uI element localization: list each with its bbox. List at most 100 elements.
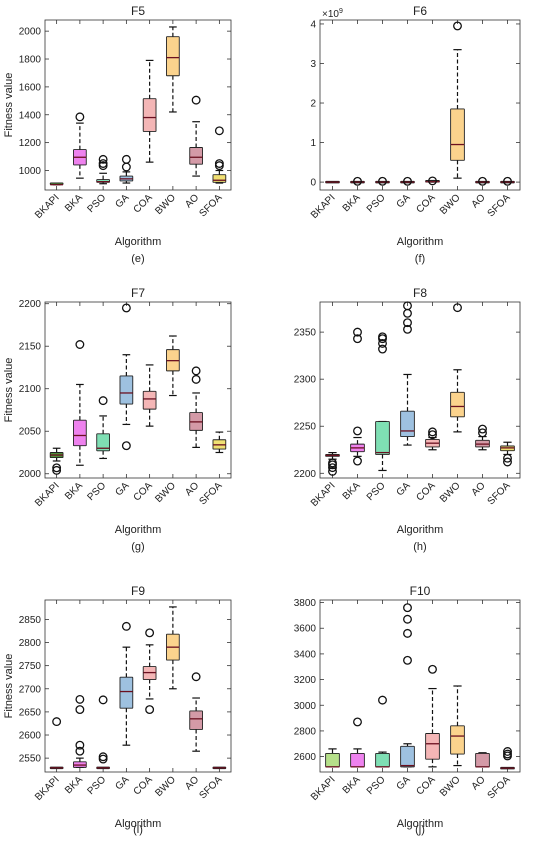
box-sfoa <box>500 747 515 770</box>
box-bkapi <box>325 748 340 768</box>
chart-title: F5 <box>131 4 145 18</box>
box-body <box>375 421 390 455</box>
panel-caption: (i) <box>133 824 143 836</box>
outlier-point <box>75 694 85 704</box>
x-tick-label: BWO <box>153 774 178 799</box>
x-tick-label: COA <box>415 774 438 797</box>
outlier-point <box>191 374 201 384</box>
outlier-point <box>378 176 387 186</box>
x-tick-label: SFOA <box>486 774 513 801</box>
y-exponent-label: ×109 <box>322 8 343 20</box>
y-tick-label: 1 <box>310 138 316 149</box>
box-coa <box>142 628 157 715</box>
outlier-point <box>98 752 108 762</box>
outlier-point <box>75 112 85 122</box>
x-tick-label: COA <box>132 480 155 503</box>
box-sfoa <box>500 441 515 467</box>
y-tick-label: 2850 <box>19 615 42 626</box>
box-body <box>142 390 157 410</box>
plot-frame <box>44 599 232 773</box>
y-tick-label: 2350 <box>294 328 317 339</box>
box-pso <box>375 695 390 768</box>
box-pso <box>375 332 390 472</box>
outlier-point <box>403 614 412 624</box>
outlier-point <box>121 154 131 164</box>
y-tick-label: 2150 <box>19 342 42 353</box>
outlier-point <box>52 463 62 473</box>
box-bka <box>73 112 87 179</box>
outlier-point <box>403 176 412 186</box>
box-bka <box>350 176 365 186</box>
box-sfoa <box>212 431 227 454</box>
outlier-point <box>403 301 412 311</box>
box-body <box>450 391 465 418</box>
x-tick-label: AO <box>183 774 201 792</box>
x-tick-label: BKAPI <box>33 480 62 509</box>
box-bwo <box>450 21 465 179</box>
box-bwo <box>166 26 180 113</box>
plot-frame <box>44 19 232 191</box>
x-tick-label: BWO <box>153 192 178 217</box>
y-tick-label: 0 <box>310 178 316 189</box>
chart-panel-f7: F7 2000 2050 2100 2150 2200 Fitness value BKAPI… <box>3 286 232 553</box>
box-body <box>325 752 340 768</box>
box-bwo <box>166 335 180 397</box>
outlier-point <box>75 705 85 715</box>
x-tick-label: GA <box>113 774 131 792</box>
y-tick-label: 2000 <box>19 469 42 480</box>
chart-title: F10 <box>410 584 431 598</box>
y-tick-label: 2800 <box>19 638 42 649</box>
outlier-point <box>121 621 131 631</box>
outlier-point <box>353 334 362 344</box>
box-ao <box>475 752 490 768</box>
y-tick-label: 2800 <box>294 726 317 737</box>
outlier-point <box>328 466 337 476</box>
box-body <box>119 375 134 405</box>
x-tick-label: GA <box>395 774 413 792</box>
x-tick-label: PSO <box>365 480 388 503</box>
outlier-point <box>353 176 362 186</box>
outlier-point <box>478 428 487 438</box>
box-coa <box>142 364 157 427</box>
x-tick-label: BKAPI <box>33 774 62 803</box>
box-body <box>400 745 415 768</box>
x-tick-label: SFOA <box>197 774 224 801</box>
box-bka <box>350 327 365 466</box>
y-tick-label: 1200 <box>19 138 42 149</box>
x-tick-label: AO <box>183 480 201 498</box>
outlier-point <box>75 746 85 756</box>
outlier-point <box>191 672 201 682</box>
x-tick-label: BKA <box>341 774 363 796</box>
y-tick-label: 1600 <box>19 82 42 93</box>
outlier-point <box>98 154 108 164</box>
box-ao <box>189 366 203 448</box>
outlier-point <box>52 465 62 475</box>
box-sfoa <box>212 766 227 770</box>
outlier-point <box>328 458 337 468</box>
outlier-point <box>353 327 362 337</box>
y-tick-label: 2750 <box>19 661 42 672</box>
outlier-point <box>503 749 512 759</box>
outlier-point <box>98 396 108 406</box>
outlier-point <box>428 430 437 440</box>
box-bwo <box>450 685 465 767</box>
outlier-point <box>503 453 512 463</box>
y-tick-label: 2650 <box>19 707 42 718</box>
outlier-point <box>428 176 437 186</box>
outlier-point <box>453 21 462 31</box>
chart-panel-f9: F9 2550 2600 2650 2700 2750 2800 2850 Fitness va… <box>3 584 232 836</box>
y-axis-label: Fitness value <box>3 73 15 138</box>
box-ga <box>119 621 134 746</box>
box-bkapi <box>49 717 64 770</box>
x-tick-label: PSO <box>86 480 109 503</box>
box-coa <box>425 176 440 186</box>
outlier-point <box>478 424 487 434</box>
x-tick-label: GA <box>113 480 131 498</box>
plot-frame <box>319 19 521 191</box>
box-bwo <box>450 303 465 433</box>
outlier-point <box>98 161 108 171</box>
box-coa <box>142 59 157 163</box>
y-axis-label: Fitness value <box>3 358 15 423</box>
y-tick-label: 4 <box>310 19 316 30</box>
box-sfoa <box>212 126 227 184</box>
